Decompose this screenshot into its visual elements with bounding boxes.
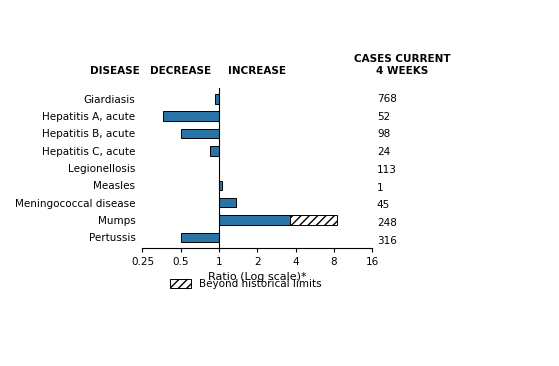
Bar xyxy=(181,232,219,242)
Text: 98: 98 xyxy=(377,130,390,139)
X-axis label: Ratio (Log scale)*: Ratio (Log scale)* xyxy=(208,272,307,282)
Bar xyxy=(210,146,219,156)
Bar xyxy=(219,198,236,208)
Text: INCREASE: INCREASE xyxy=(229,66,286,76)
Text: 316: 316 xyxy=(377,236,397,246)
Text: 113: 113 xyxy=(377,165,397,175)
Text: 768: 768 xyxy=(377,94,397,104)
Text: 24: 24 xyxy=(377,147,390,157)
Bar xyxy=(290,215,337,225)
Text: DISEASE: DISEASE xyxy=(91,66,140,76)
Text: 1: 1 xyxy=(377,183,383,193)
Bar xyxy=(163,111,219,121)
Text: 45: 45 xyxy=(377,200,390,210)
Text: 52: 52 xyxy=(377,112,390,122)
Bar xyxy=(215,94,219,104)
Text: DECREASE: DECREASE xyxy=(150,66,211,76)
Bar xyxy=(181,129,219,138)
Legend: Beyond historical limits: Beyond historical limits xyxy=(166,275,326,294)
Text: CASES CURRENT
4 WEEKS: CASES CURRENT 4 WEEKS xyxy=(354,54,451,76)
Text: 248: 248 xyxy=(377,218,397,228)
Bar xyxy=(219,181,222,190)
Bar xyxy=(219,215,290,225)
